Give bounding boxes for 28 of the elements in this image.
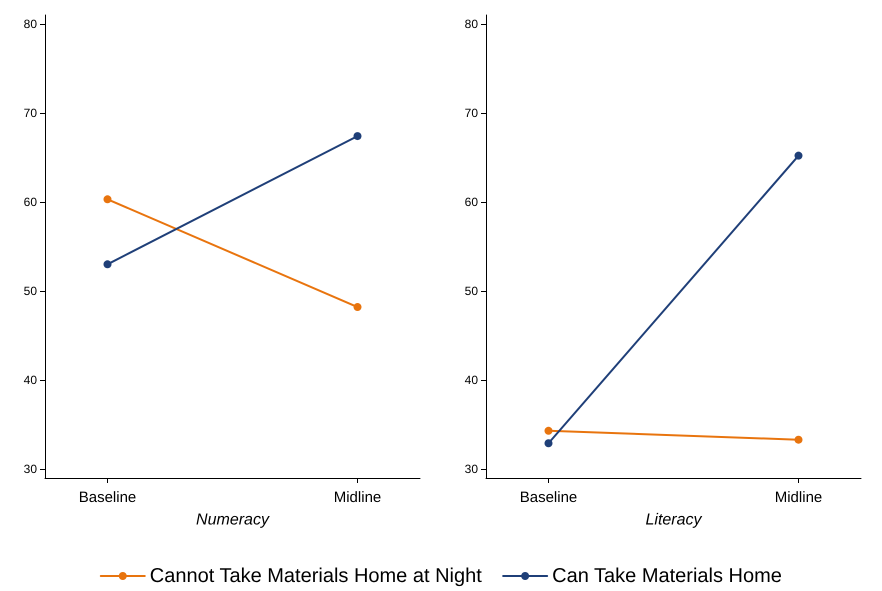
x-axis-title: Literacy bbox=[645, 512, 703, 528]
point bbox=[104, 195, 112, 204]
x-tick-label: Midline bbox=[334, 489, 382, 506]
y-tick-label: 60 bbox=[464, 194, 478, 209]
y-tick-label: 50 bbox=[464, 284, 478, 298]
x-axis-title: Numeracy bbox=[196, 512, 270, 528]
y-tick-label: 70 bbox=[464, 106, 478, 120]
y-tick-label: 60 bbox=[24, 194, 38, 209]
point bbox=[354, 132, 362, 140]
y-tick-label: 50 bbox=[24, 284, 38, 298]
y-tick-label: 30 bbox=[464, 462, 478, 476]
point bbox=[354, 303, 362, 312]
y-tick-label: 80 bbox=[24, 16, 38, 31]
y-tick-label: 40 bbox=[464, 373, 478, 388]
point bbox=[544, 439, 552, 448]
point bbox=[544, 426, 552, 435]
y-tick-label: 40 bbox=[24, 373, 38, 388]
x-tick-label: Baseline bbox=[520, 489, 578, 506]
x-tick-label: Midline bbox=[774, 489, 822, 506]
y-tick-label: 70 bbox=[24, 106, 38, 120]
legend-label: Can Take Materials Home bbox=[552, 565, 782, 587]
point bbox=[104, 260, 112, 268]
point bbox=[794, 152, 802, 160]
y-tick-label: 80 bbox=[464, 16, 478, 31]
legend-label: Cannot Take Materials Home at Night bbox=[150, 565, 482, 587]
point bbox=[794, 436, 802, 444]
y-tick-label: 30 bbox=[24, 462, 38, 476]
x-tick-label: Baseline bbox=[78, 489, 136, 506]
